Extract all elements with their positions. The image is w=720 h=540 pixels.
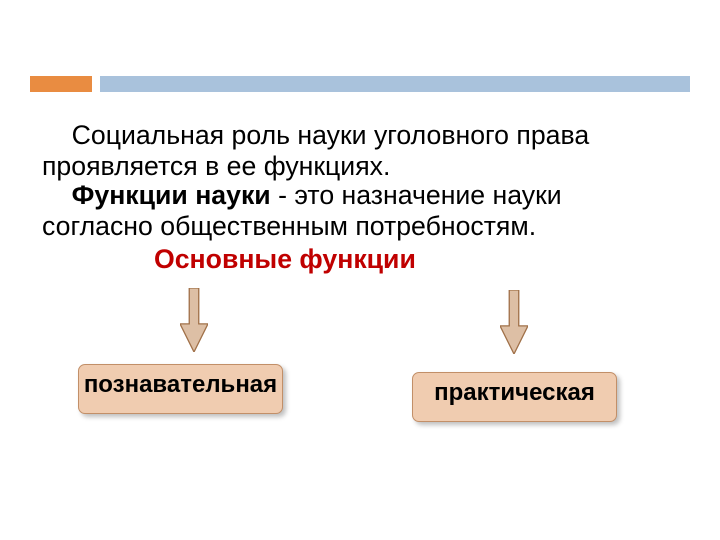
p2-bold: Функции науки xyxy=(72,180,271,210)
box-cognitive-label: познавательная xyxy=(84,371,277,399)
paragraph-2: Функции науки - это назначение науки сог… xyxy=(42,180,662,241)
box-cognitive: познавательная xyxy=(78,364,283,414)
heading-text: Основные функции xyxy=(154,244,416,274)
p1-line1: Социальная роль науки уголовного права xyxy=(42,120,589,150)
heading-main-functions: Основные функции xyxy=(154,244,416,275)
accent-orange xyxy=(30,76,92,92)
p2-line2: согласно общественным потребностям. xyxy=(42,211,536,241)
paragraph-1: Социальная роль науки уголовного права п… xyxy=(42,120,662,181)
title-accent-strip xyxy=(30,76,690,92)
box-practical: практическая xyxy=(412,372,617,422)
p2-prefix xyxy=(42,180,72,210)
accent-blue xyxy=(100,76,690,92)
arrow-down-left xyxy=(180,288,208,352)
p2-rest1: - это назначение науки xyxy=(271,180,562,210)
box-practical-label: практическая xyxy=(434,379,595,407)
p1-line2: проявляется в ее функциях. xyxy=(42,151,390,181)
arrow-down-right xyxy=(500,290,528,354)
